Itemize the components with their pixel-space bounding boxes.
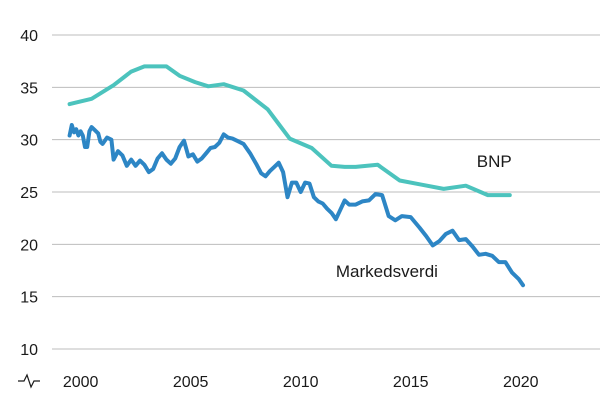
y-tick-label: 35 <box>20 80 38 97</box>
x-tick-label: 2015 <box>393 374 429 391</box>
y-tick-label: 15 <box>20 290 38 307</box>
x-axis-tick-labels: 2000 2005 2010 2015 2020 <box>63 374 539 391</box>
series-line-markedsverdi <box>67 123 525 288</box>
series-label-markedsverdi: Markedsverdi <box>336 262 438 281</box>
axis-break-icon <box>18 373 40 389</box>
y-axis-tick-labels: 10 15 20 25 30 35 40 <box>20 28 38 359</box>
y-tick-label: 20 <box>20 237 38 254</box>
y-tick-label: 40 <box>20 28 38 45</box>
x-tick-label: 2010 <box>283 374 319 391</box>
series-lines <box>67 64 525 288</box>
x-tick-label: 2020 <box>503 374 539 391</box>
series-line-bnp <box>67 64 512 198</box>
y-tick-label: 10 <box>20 342 38 359</box>
y-tick-label: 25 <box>20 185 38 202</box>
gridlines <box>52 34 600 350</box>
series-label-bnp: BNP <box>477 152 512 171</box>
x-tick-label: 2000 <box>63 374 99 391</box>
y-tick-label: 30 <box>20 133 38 150</box>
series-labels: BNP Markedsverdi <box>336 152 512 281</box>
x-tick-label: 2005 <box>173 374 209 391</box>
